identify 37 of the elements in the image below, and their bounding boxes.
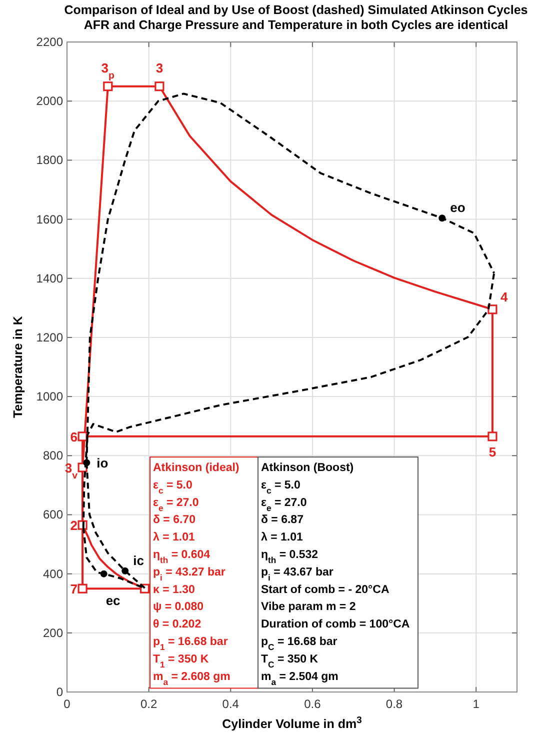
y-tick-label: 1000 <box>36 390 64 404</box>
x-tick-label: 0.2 <box>140 697 158 711</box>
annotation: io <box>96 456 108 471</box>
y-tick-label: 1400 <box>36 271 64 286</box>
x-axis-title: Cylinder Volume in dm$^{3}$ <box>222 715 362 731</box>
x-tick-label: 1 <box>472 697 480 711</box>
y-tick-label: 200 <box>42 626 64 640</box>
text: ε$_{c}$ = 5.0 ε$_{e}$ = 27.0 δ = 6.87 λ = 1.01 η$_{th}$ = 0.532 p$_{i}$ = 43.67 bar Start of comb = - 20°CA Vibe param m = 2 Duration of comb = 100°CA p$_{C}$ = 16.68 bar T$_{C}$ = 350 K m$_{a}$ = 2.504 gm <box>261 479 410 687</box>
annotation: 2 <box>70 518 78 534</box>
chart-title: Comparison of Ideal and by Use of Boost (dashed) Simulated Atkinson Cycles <box>64 3 528 17</box>
y-tick-label: 0 <box>56 685 64 699</box>
y-tick-label: 800 <box>42 448 64 463</box>
annotation: 5 <box>488 444 496 460</box>
text: ε$_{c}$ = 5.0 ε$_{e}$ = 27.0 δ = 6.70 λ = 1.01 η$_{th}$ = 0.604 p$_{i}$ = 43.27 bar κ = 1.30 ψ = 0.080 θ = 0.202 p$_{1}$ = 16.68 bar T$_{1}$ = 350 K m$_{a}$ = 2.608 gm <box>153 479 230 687</box>
annotation: 6 <box>70 429 78 444</box>
x-tick-label: 0.8 <box>386 697 403 711</box>
annotation: 3 <box>156 60 164 76</box>
annotation: 4 <box>500 289 508 304</box>
y-tick-label: 2200 <box>36 35 64 49</box>
annotation: 7 <box>70 582 78 597</box>
text: Atkinson (Boost) <box>261 462 354 474</box>
annotation: ec <box>106 592 120 608</box>
text: Atkinson (ideal) <box>153 462 240 474</box>
annotation: 3$_{p}$ <box>101 60 115 81</box>
y-tick-label: 1600 <box>36 212 64 226</box>
y-axis-title: Temperature in K <box>11 316 25 418</box>
x-tick-label: 0.6 <box>304 697 322 711</box>
y-tick-label: 1200 <box>36 330 64 344</box>
x-tick-label: 0.4 <box>222 697 240 711</box>
annotation: 3$_{v}$ <box>64 460 78 481</box>
annotation: eo <box>450 200 466 216</box>
y-tick-label: 600 <box>42 508 64 522</box>
y-tick-label: 400 <box>42 566 64 581</box>
annotation: ic <box>133 552 144 568</box>
y-tick-label: 2000 <box>36 94 64 108</box>
chart-subtitle: AFR and Charge Pressure and Temperature in both Cycles are identical <box>84 18 508 32</box>
y-tick-label: 1800 <box>36 153 64 168</box>
